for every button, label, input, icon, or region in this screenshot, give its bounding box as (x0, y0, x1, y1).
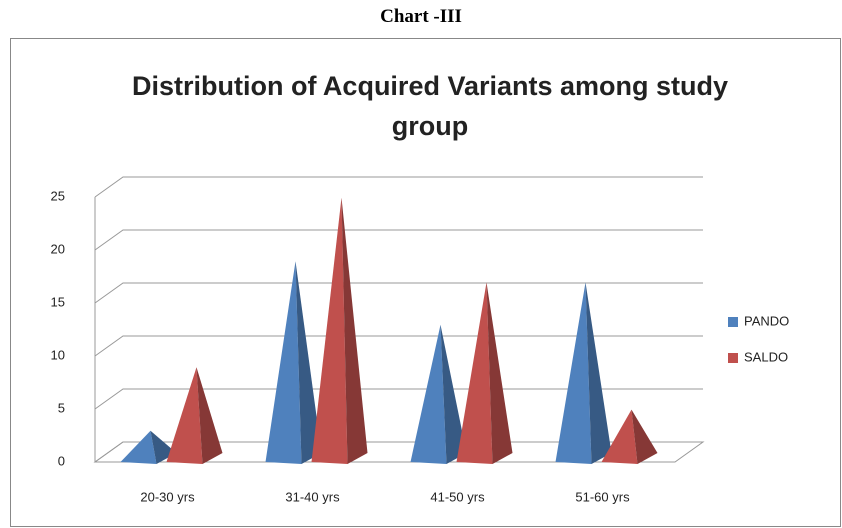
pyramid (555, 282, 612, 464)
pyramid-front (311, 197, 348, 464)
pyramid-side (486, 282, 513, 464)
pyramid (311, 197, 368, 464)
y-tick-label: 10 (51, 347, 65, 362)
pyramid-side (440, 324, 467, 464)
x-tick-label: 41-50 yrs (430, 489, 485, 504)
y-tick-label: 5 (58, 400, 65, 415)
pyramid-side (295, 261, 322, 464)
pyramid-front (456, 282, 493, 464)
grid-line (94, 176, 703, 198)
pyramid-side (196, 367, 223, 464)
x-tick-label: 51-60 yrs (575, 489, 630, 504)
grid-line (94, 335, 703, 357)
grid-line (94, 388, 703, 410)
pyramid-front (410, 324, 447, 464)
y-tick-label: 25 (51, 188, 65, 203)
pyramid (265, 261, 322, 464)
pyramid-side (341, 197, 368, 464)
x-tick-label: 31-40 yrs (285, 489, 340, 504)
pyramid (456, 282, 513, 464)
pyramid-front (265, 261, 302, 464)
pyramid-side (585, 282, 612, 464)
legend-label: PANDO (744, 313, 789, 328)
pyramid-front (601, 409, 638, 464)
y-tick-label: 0 (58, 453, 65, 468)
grid-line (94, 282, 703, 304)
y-tick-label: 20 (51, 241, 65, 256)
legend-label: SALDO (744, 349, 788, 364)
grid-line (94, 229, 703, 251)
heading: Chart -III (380, 6, 462, 27)
pyramid (410, 324, 467, 464)
legend-swatch (728, 353, 738, 363)
pyramid-front (120, 430, 157, 464)
pyramid-side (631, 409, 658, 464)
pyramid-front (555, 282, 592, 464)
legend-swatch (728, 317, 738, 327)
pyramid (166, 367, 223, 464)
chart-frame (10, 38, 841, 527)
chart-title: Distribution of Acquired Variants among … (131, 71, 729, 141)
pyramid-front (166, 367, 203, 464)
y-tick-label: 15 (51, 294, 65, 309)
x-tick-label: 20-30 yrs (140, 489, 195, 504)
pyramid (601, 409, 658, 464)
